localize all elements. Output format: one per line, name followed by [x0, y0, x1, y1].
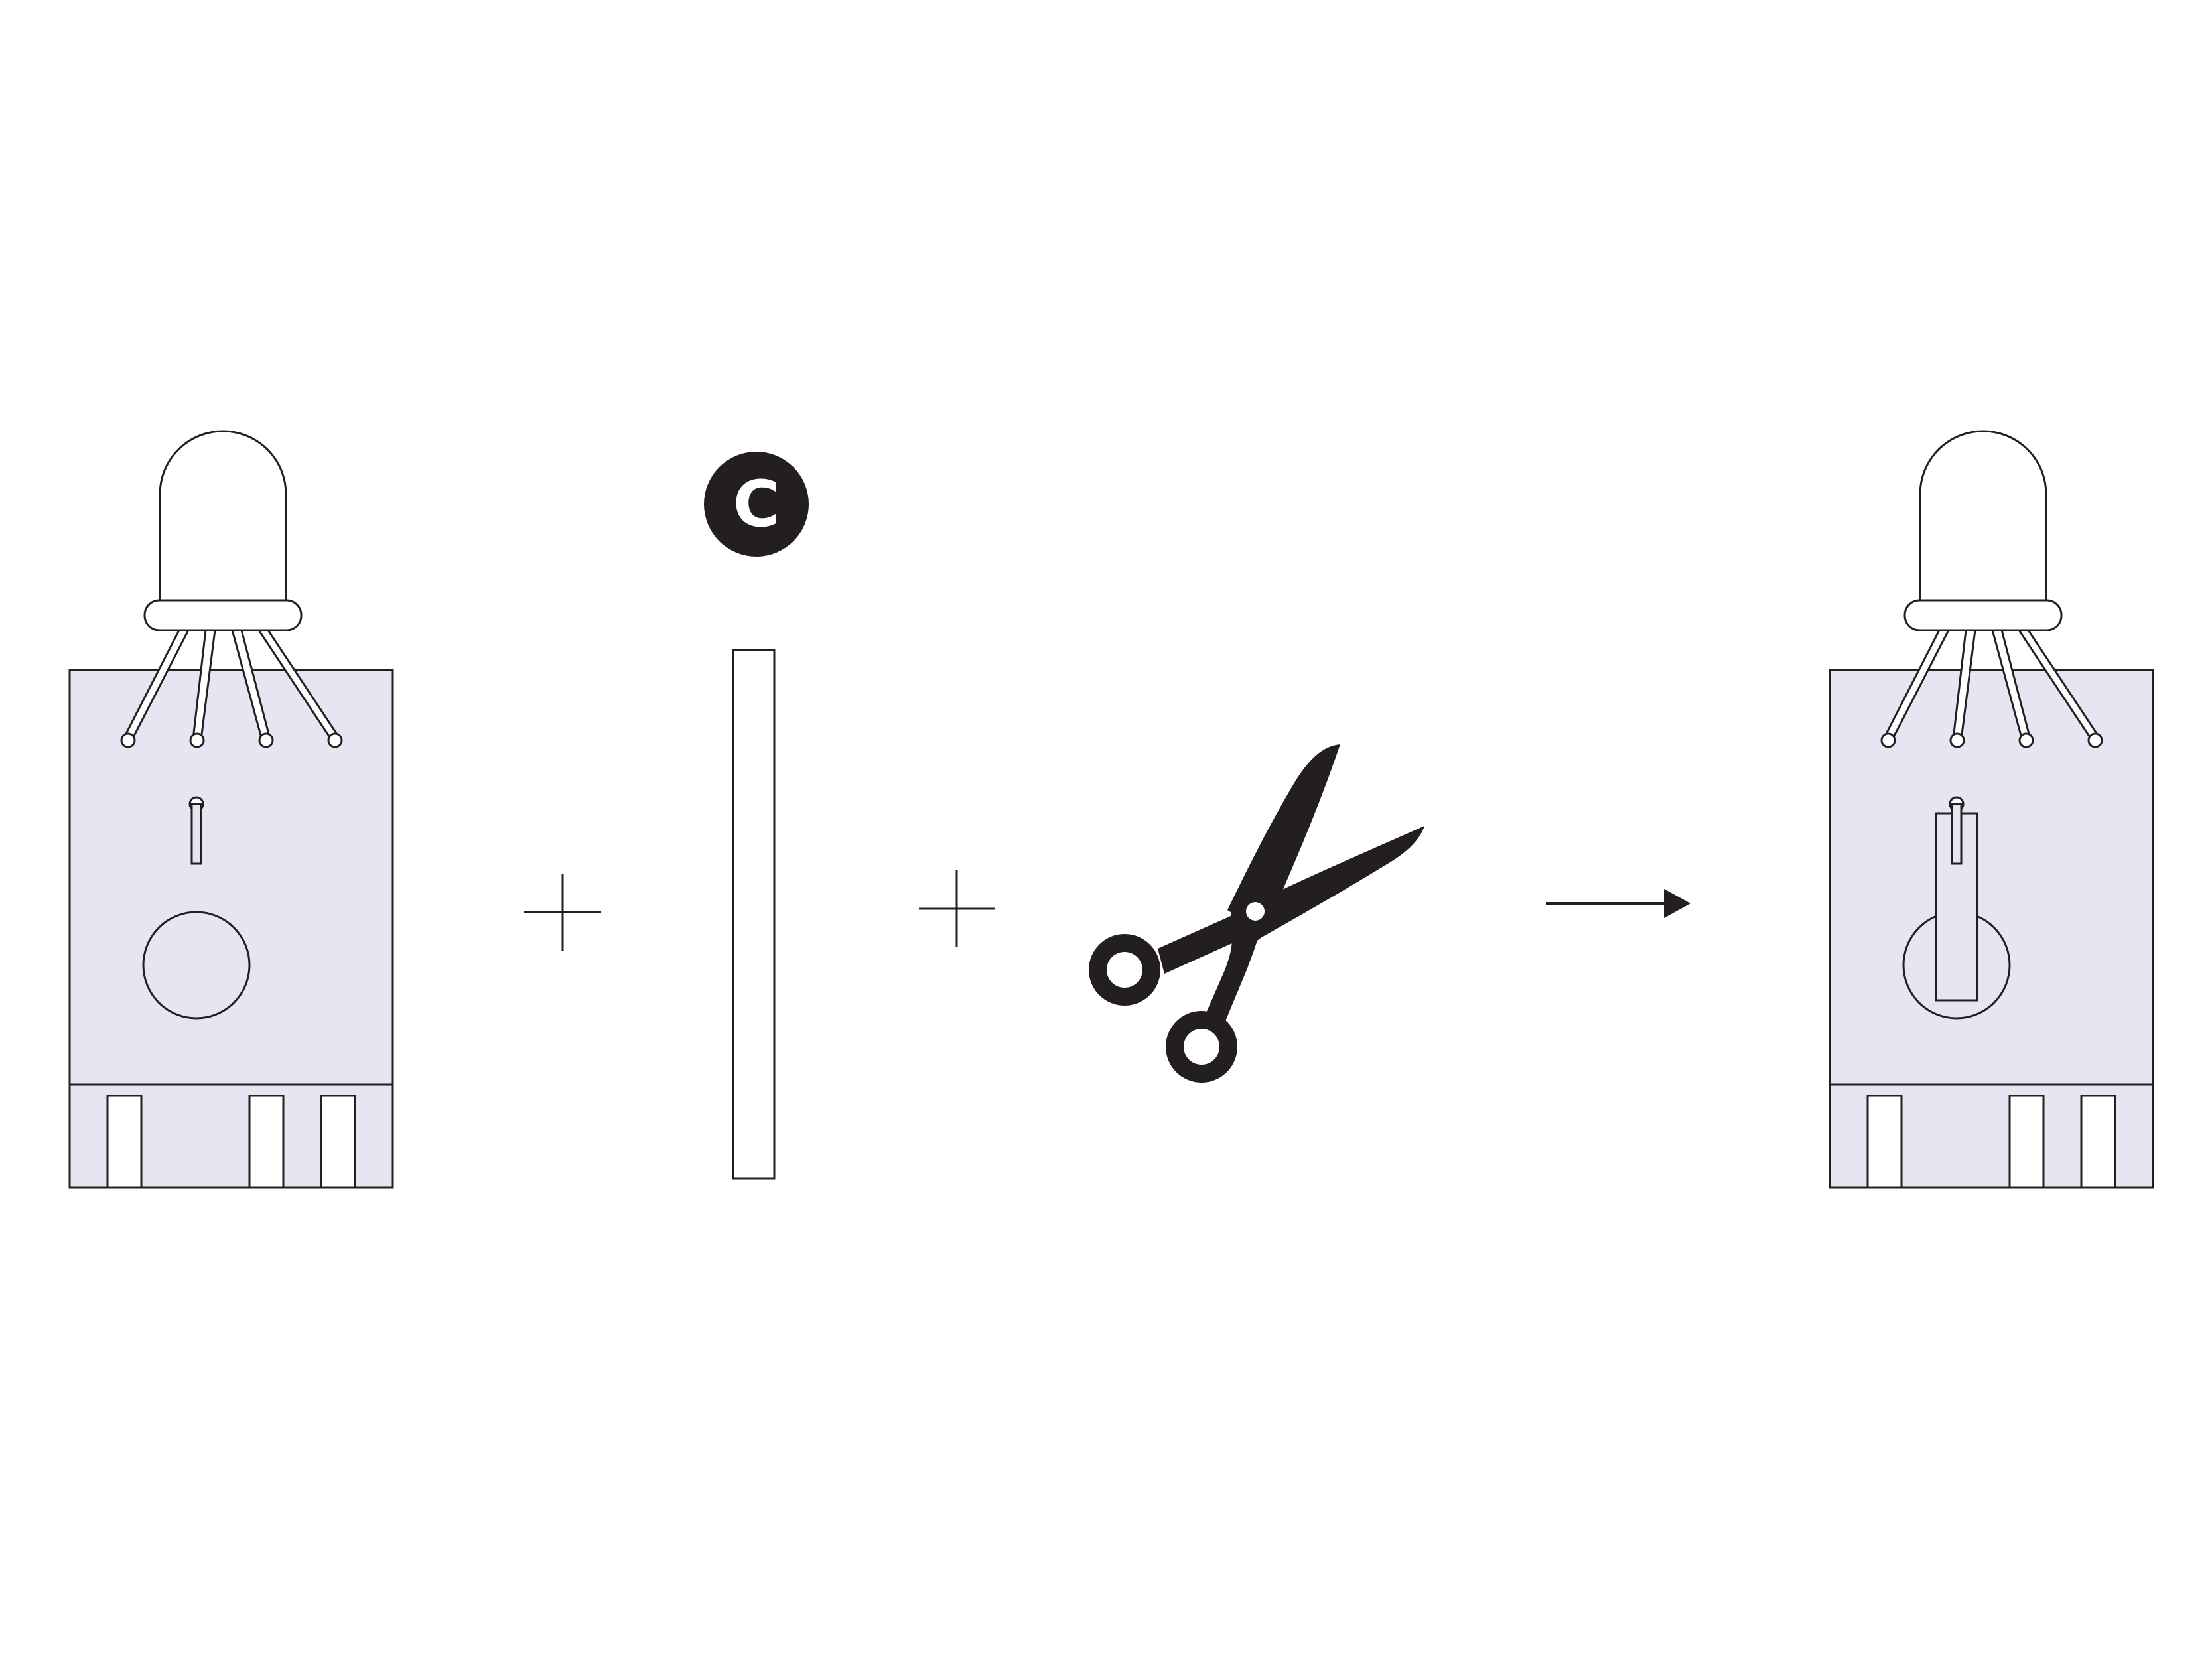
arrow-right-icon: [1546, 889, 1691, 918]
scissors-icon: [1089, 744, 1424, 1083]
plus-icon: [524, 874, 601, 951]
badge-circle: [704, 452, 809, 557]
led-board-icon: [68, 430, 394, 1189]
plus-icon: [919, 870, 995, 947]
led-board-strip-icon: [1829, 430, 2154, 1189]
strip-icon: [732, 649, 776, 1180]
part-badge: C: [704, 452, 809, 557]
badge-label: C: [733, 467, 780, 541]
